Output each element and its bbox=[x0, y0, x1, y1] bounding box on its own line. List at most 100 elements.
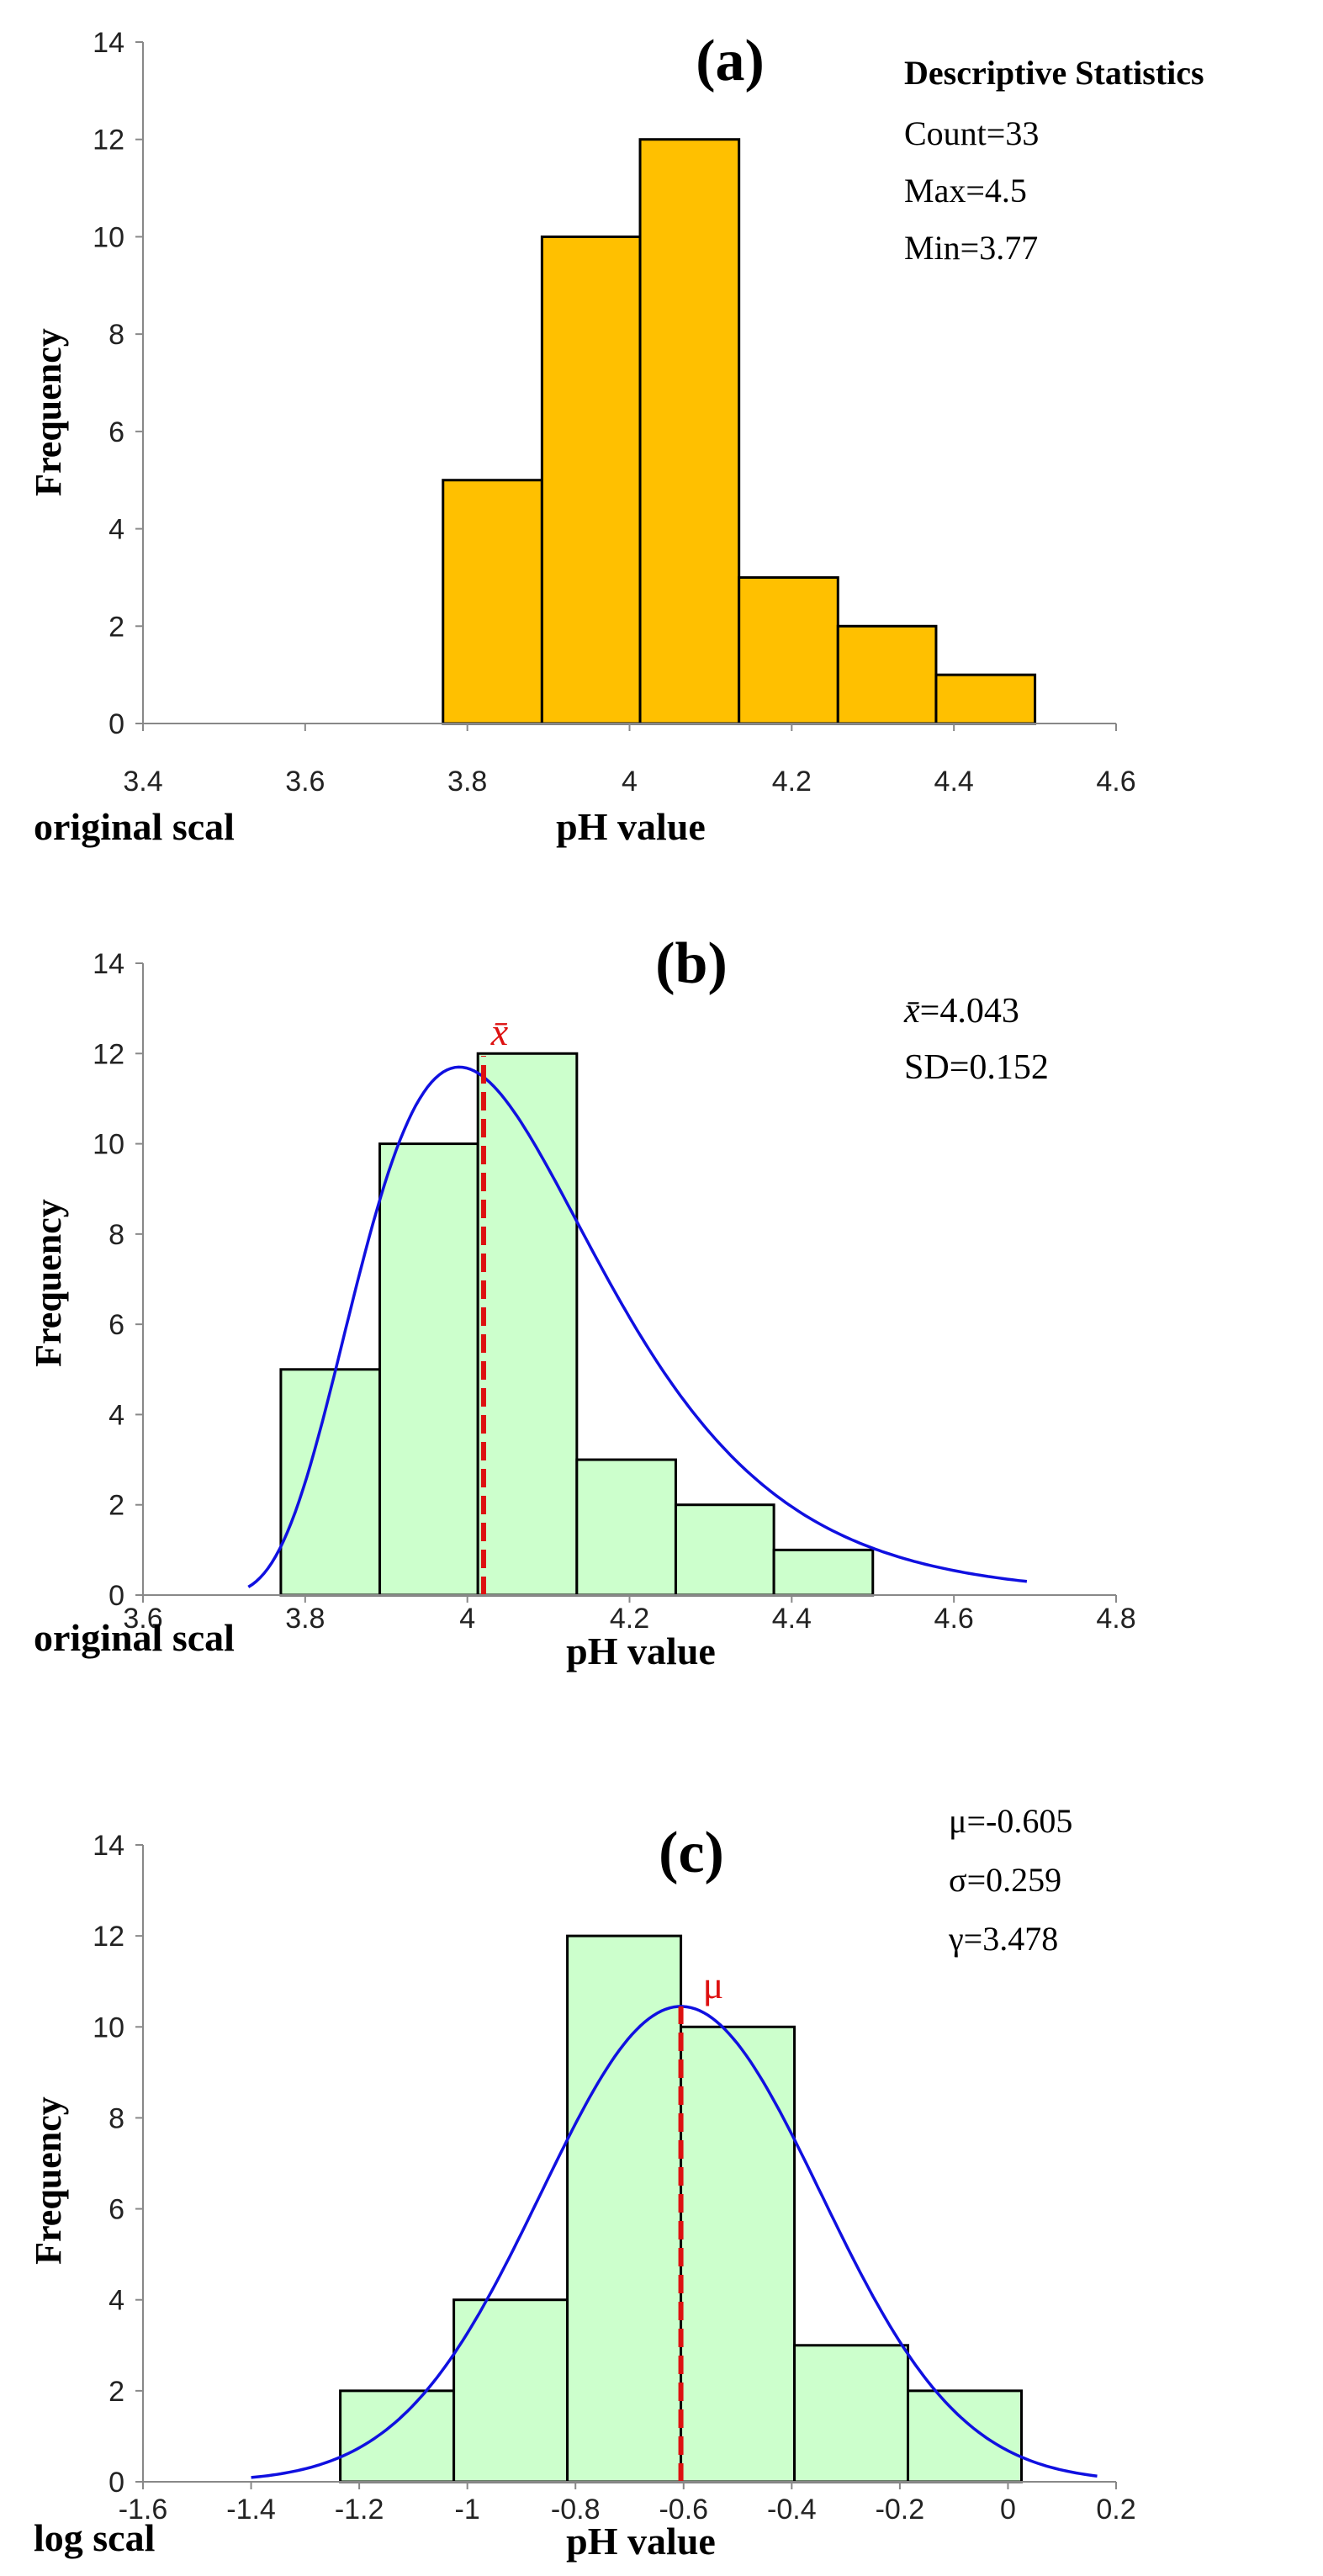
fit-curve-line bbox=[251, 2005, 1098, 2479]
y-tick-label: 14 bbox=[93, 27, 124, 59]
panel-a-stat: Max=4.5 bbox=[904, 172, 1027, 209]
x-tick-label: 4 bbox=[459, 1603, 475, 1635]
histogram-bar bbox=[934, 673, 1037, 725]
x-tick-label: 3.8 bbox=[447, 766, 487, 798]
panel-c-stat: μ=-0.605 bbox=[949, 1802, 1072, 1840]
y-tick-label: 10 bbox=[93, 1129, 124, 1161]
panel-c-mean-marker-label: μ bbox=[703, 1964, 724, 2006]
panel-a-stat: Min=3.77 bbox=[904, 229, 1038, 267]
panel-c-fit-curve bbox=[251, 2005, 1098, 2479]
histogram-bar bbox=[566, 1934, 683, 2483]
panel-a-bars bbox=[442, 138, 1037, 725]
panel-a-xticks: 3.4 3.6 3.8 4 4.2 4.4 4.6 bbox=[123, 724, 1136, 798]
histogram-bar bbox=[575, 1458, 677, 1597]
panel-a-ylabel: Frequency bbox=[28, 328, 69, 496]
histogram-bar bbox=[378, 1142, 479, 1597]
y-tick-label: 4 bbox=[108, 1399, 124, 1431]
x-tick-label: -1 bbox=[455, 2494, 480, 2526]
histogram-bar bbox=[836, 624, 938, 725]
y-tick-label: 6 bbox=[108, 1309, 124, 1341]
y-tick-label: 8 bbox=[108, 319, 124, 351]
panel-b-yticks: 0 2 4 6 8 10 12 14 bbox=[93, 948, 143, 1612]
x-tick-label: 4.4 bbox=[934, 766, 974, 798]
panel-a-scale-label: original scal bbox=[34, 805, 235, 848]
panel-a-label: (a) bbox=[696, 29, 765, 93]
panel-b-fit-curve bbox=[247, 1065, 1028, 1588]
histogram-bar bbox=[476, 1052, 579, 1597]
x-tick-label: -0.8 bbox=[551, 2494, 601, 2526]
panel-c-stat: γ=3.478 bbox=[948, 1920, 1058, 1958]
y-tick-label: 6 bbox=[108, 2194, 124, 2226]
y-tick-label: 10 bbox=[93, 221, 124, 253]
panel-c-xticks: -1.6 -1.4 -1.2 -1 -0.8 -0.6 -0.4 -0.2 0 0.2 bbox=[119, 2482, 1136, 2526]
panel-c-label: (c) bbox=[659, 1821, 724, 1885]
x-tick-label: 3.6 bbox=[285, 766, 325, 798]
panel-c-ylabel: Frequency bbox=[28, 2096, 69, 2265]
panel-c: -1.6 -1.4 -1.2 -1 -0.8 -0.6 -0.4 -0.2 0 0.2 0 2 4 6 8… bbox=[28, 1802, 1136, 2563]
panel-b-label: (b) bbox=[655, 931, 728, 996]
y-tick-label: 6 bbox=[108, 416, 124, 448]
panel-c-stat: σ=0.259 bbox=[949, 1861, 1061, 1899]
x-tick-label: 0.2 bbox=[1096, 2494, 1135, 2526]
y-tick-label: 2 bbox=[108, 2376, 124, 2408]
x-tick-label: -1.2 bbox=[335, 2494, 384, 2526]
y-tick-label: 10 bbox=[93, 2012, 124, 2043]
panel-a-xlabel: pH value bbox=[556, 805, 706, 848]
x-tick-label: 4.4 bbox=[772, 1603, 812, 1635]
panel-c-xlabel: pH value bbox=[566, 2520, 716, 2563]
x-tick-label: -0.2 bbox=[876, 2494, 925, 2526]
panel-b-ylabel: Frequency bbox=[28, 1199, 69, 1367]
x-tick-label: 4.6 bbox=[934, 1603, 974, 1635]
y-tick-label: 2 bbox=[108, 1490, 124, 1522]
fit-curve-line bbox=[247, 1065, 1028, 1588]
x-tick-label: -1.4 bbox=[226, 2494, 276, 2526]
x-tick-label: -0.4 bbox=[767, 2494, 817, 2526]
panel-b-stat-sd: SD=0.152 bbox=[904, 1048, 1049, 1087]
histogram-bar bbox=[680, 2025, 796, 2483]
y-tick-label: 14 bbox=[93, 1830, 124, 1862]
histogram-bar bbox=[674, 1503, 775, 1597]
panel-a-stat: Count=33 bbox=[904, 114, 1039, 152]
y-tick-label: 8 bbox=[108, 1219, 124, 1251]
x-tick-label: 3.6 bbox=[123, 1603, 162, 1635]
histogram-bar bbox=[772, 1548, 875, 1597]
panel-c-yticks: 0 2 4 6 8 10 12 14 bbox=[93, 1830, 143, 2499]
x-tick-label: 4 bbox=[622, 766, 638, 798]
x-tick-label: 3.4 bbox=[123, 766, 162, 798]
panel-a: 3.4 3.6 3.8 4 4.2 4.4 4.6 0 2 4 6 8 10 12 14 (a) Desc… bbox=[28, 27, 1204, 848]
panel-b-xlabel: pH value bbox=[566, 1630, 716, 1672]
histogram-bar bbox=[279, 1368, 382, 1597]
panel-b-scale-label: original scal bbox=[34, 1616, 235, 1659]
x-tick-label: 3.8 bbox=[285, 1603, 325, 1635]
x-tick-label: 4.6 bbox=[1096, 766, 1135, 798]
histogram-bar bbox=[738, 575, 839, 725]
y-tick-label: 4 bbox=[108, 2285, 124, 2317]
panel-b-stat-mean-symbol: x̄ bbox=[903, 992, 920, 1031]
histogram-bar bbox=[540, 235, 642, 725]
panel-a-yticks: 0 2 4 6 8 10 12 14 bbox=[93, 27, 143, 740]
panel-c-axes bbox=[142, 1845, 1116, 2483]
panel-b-bars bbox=[279, 1052, 875, 1597]
y-tick-label: 12 bbox=[93, 125, 124, 156]
x-tick-label: 4.8 bbox=[1096, 1603, 1135, 1635]
x-tick-label: 4.2 bbox=[772, 766, 812, 798]
panel-b: 3.6 3.8 4 4.2 4.4 4.6 4.8 0 2 4 6 8 10 12 14 x̄ (b) x… bbox=[28, 931, 1136, 1672]
y-tick-label: 8 bbox=[108, 2102, 124, 2134]
histogram-bar bbox=[339, 2389, 456, 2483]
y-tick-label: 0 bbox=[108, 2467, 124, 2499]
x-tick-label: 0 bbox=[1000, 2494, 1016, 2526]
x-tick-label: -0.6 bbox=[659, 2494, 708, 2526]
panel-c-scale-label: log scal bbox=[34, 2516, 155, 2559]
x-tick-label: -1.6 bbox=[119, 2494, 168, 2526]
y-tick-label: 14 bbox=[93, 948, 124, 980]
y-tick-label: 12 bbox=[93, 1921, 124, 1953]
histogram-bar bbox=[793, 2344, 910, 2483]
y-tick-label: 0 bbox=[108, 1580, 124, 1612]
histogram-bar bbox=[638, 138, 741, 725]
panel-a-stats-title: Descriptive Statistics bbox=[904, 54, 1204, 92]
y-tick-label: 2 bbox=[108, 611, 124, 643]
y-tick-label: 0 bbox=[108, 708, 124, 740]
histogram-bar bbox=[442, 479, 543, 725]
panel-b-stat-mean-value: =4.043 bbox=[920, 992, 1019, 1031]
